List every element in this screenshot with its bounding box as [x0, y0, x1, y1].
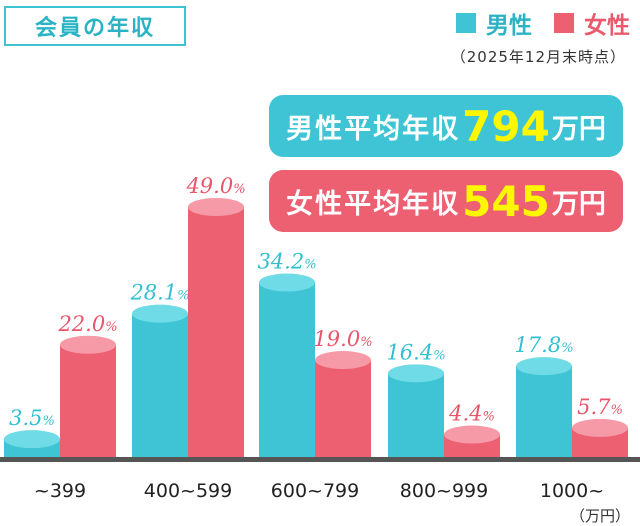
as-of-date: （2025年12月末時点）	[450, 48, 626, 66]
female-average-label: 女性平均年収	[286, 188, 461, 220]
bar-cap-female-1	[188, 198, 244, 216]
bar-female-1	[188, 207, 244, 457]
legend-swatch-male	[456, 13, 476, 33]
bar-male-1	[132, 313, 188, 457]
x-tick-label-4: 1000~	[540, 480, 604, 502]
x-tick-label-2: 600~799	[271, 480, 359, 502]
bar-male-3	[388, 373, 444, 457]
data-label-male-0: 3.5%	[9, 406, 55, 430]
unit-note: （万円）	[569, 507, 630, 525]
legend-item-female: 女性	[554, 6, 630, 40]
bar-cap-male-2	[259, 273, 315, 292]
bar-cap-male-3	[388, 364, 444, 383]
x-tick-label-3: 800~999	[400, 480, 488, 502]
bar-cap-female-0	[60, 335, 116, 354]
data-label-male-2: 34.2%	[257, 250, 316, 274]
legend-swatch-female	[554, 13, 574, 33]
bar-female-2	[315, 360, 371, 457]
data-label-male-4: 17.8%	[514, 333, 573, 357]
bar-female-0	[60, 344, 116, 457]
bar-cap-female-4	[572, 418, 628, 437]
data-label-male-1: 28.1%	[129, 281, 189, 305]
female-average-box: 女性平均年収 545 万円	[269, 170, 623, 232]
data-label-female-2: 19.0%	[313, 327, 372, 351]
legend-label-female: 女性	[584, 13, 630, 39]
legend: 男性 女性	[434, 6, 630, 40]
male-average-value: 794	[462, 101, 550, 151]
male-average-label: 男性平均年収	[286, 113, 461, 145]
bar-cap-male-0	[4, 430, 60, 449]
female-average-unit: 万円	[551, 188, 606, 220]
chart-title: 会員の年収	[4, 6, 186, 46]
legend-item-male: 男性	[456, 6, 532, 40]
data-label-male-3: 16.4%	[386, 340, 445, 364]
legend-label-male: 男性	[486, 13, 532, 39]
data-label-female-1: 49.0%	[185, 174, 245, 198]
data-label-female-3: 4.4%	[448, 402, 495, 426]
bar-male-4	[516, 366, 572, 457]
data-label-female-4: 5.7%	[577, 395, 623, 419]
bar-male-2	[259, 282, 315, 457]
bar-cap-female-2	[315, 351, 371, 370]
male-average-unit: 万円	[551, 113, 606, 145]
male-average-box: 男性平均年収 794 万円	[269, 95, 623, 157]
x-tick-label-1: 400~599	[144, 480, 232, 502]
bar-cap-male-4	[516, 357, 572, 376]
bar-cap-male-1	[132, 304, 188, 323]
x-axis-line	[0, 457, 640, 462]
female-average-value: 545	[462, 176, 550, 226]
x-tick-label-0: ~399	[34, 480, 86, 502]
data-label-female-0: 22.0%	[57, 312, 117, 336]
bar-cap-female-3	[444, 425, 500, 444]
